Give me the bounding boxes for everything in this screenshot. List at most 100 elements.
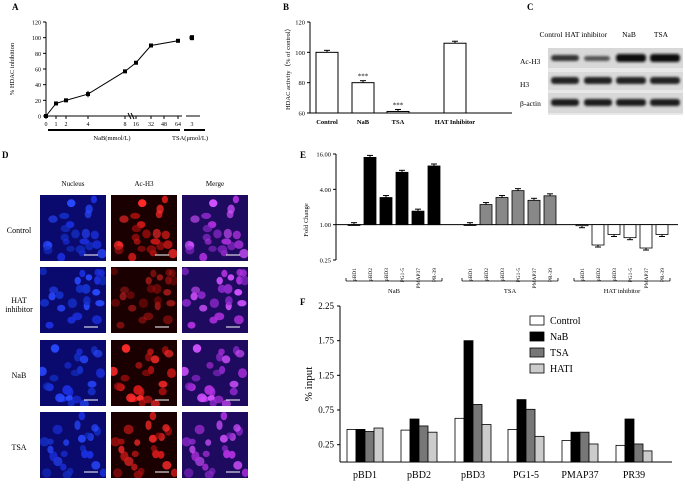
- cell-nucleus: [84, 432, 91, 439]
- micro-image: [182, 412, 248, 478]
- bar: [374, 428, 383, 462]
- cell-nucleus: [61, 451, 68, 457]
- legend-label: HATI: [550, 364, 573, 375]
- group-label: TSA: [504, 288, 517, 295]
- cell-nucleus: [182, 299, 191, 307]
- data-point: [44, 114, 48, 118]
- cell-nucleus: [189, 439, 196, 445]
- cell-nucleus: [76, 285, 84, 293]
- micro-image: [182, 195, 248, 261]
- cell-nucleus: [66, 246, 74, 252]
- cell-nucleus: [238, 368, 247, 378]
- bar: [473, 404, 482, 462]
- cell-nucleus: [132, 451, 139, 457]
- cell-nucleus: [197, 393, 207, 402]
- y-tick-label: 1.75: [318, 336, 334, 346]
- cell-nucleus: [189, 446, 195, 454]
- cell-nucleus: [151, 355, 159, 363]
- cell-nucleus: [91, 231, 99, 240]
- x-tick-label: pBD3: [612, 268, 618, 281]
- bar: [387, 111, 409, 113]
- bar: [496, 198, 508, 225]
- cell-nucleus: [113, 468, 122, 477]
- bar: [364, 157, 376, 224]
- bar: [624, 225, 636, 238]
- y-tick-label: 0.75: [318, 405, 334, 415]
- group-label: HAT inhibitor: [604, 288, 641, 295]
- bar: [428, 166, 440, 225]
- y-tick-label: 16.00: [316, 152, 331, 159]
- cell-nucleus: [114, 246, 123, 255]
- data-point-tsa: [190, 35, 194, 40]
- bar: [571, 432, 580, 462]
- cell-nucleus: [202, 464, 208, 471]
- y-tick-label: 2.25: [318, 301, 334, 311]
- cell-nucleus: [234, 289, 242, 296]
- cell-nucleus: [154, 296, 162, 305]
- cell-nucleus: [122, 344, 130, 353]
- micro-image: [40, 267, 106, 333]
- blot-row-label: β-actin: [520, 99, 548, 108]
- bar: [535, 436, 544, 462]
- cell-nucleus: [67, 317, 75, 324]
- bar: [517, 400, 526, 462]
- cell-nucleus: [185, 246, 194, 255]
- cell-nucleus: [195, 425, 205, 434]
- cell-nucleus: [222, 355, 230, 363]
- cell-nucleus: [134, 439, 140, 446]
- micro-image: [111, 340, 177, 406]
- x-tick-label: pBD1: [353, 470, 377, 481]
- cell-nucleus: [205, 239, 212, 245]
- x-tick-label: 3: [191, 122, 194, 128]
- x-tick-label: PG1-5: [400, 268, 406, 283]
- x-tick-label: NaB: [357, 119, 370, 126]
- cell-nucleus: [235, 350, 244, 358]
- cell-nucleus: [60, 464, 66, 471]
- cell-nucleus: [93, 350, 102, 358]
- cell-nucleus: [216, 420, 222, 430]
- cell-nucleus: [227, 210, 234, 218]
- cell-nucleus: [234, 315, 244, 324]
- bar: [356, 429, 365, 462]
- micro-col-label: Merge: [182, 180, 248, 188]
- x-tick-label: pBD2: [407, 470, 431, 481]
- cell-nucleus: [79, 412, 86, 420]
- bar: [348, 225, 360, 226]
- micro-row-label: NaB: [2, 371, 36, 380]
- chart-f-percent-input: 0.250.751.251.752.25% inputpBD1 pBD2 pBD3 P…: [300, 296, 685, 492]
- y-tick-label: 100: [295, 50, 305, 57]
- bar: [482, 425, 491, 462]
- panel-label-d: D: [2, 150, 9, 160]
- bar: [608, 225, 620, 235]
- cell-nucleus: [156, 210, 163, 218]
- cell-nucleus: [230, 388, 238, 396]
- micro-image: [111, 195, 177, 261]
- micro-col-label: Nucleus: [40, 180, 106, 188]
- bar: [528, 200, 540, 224]
- cell-nucleus: [142, 229, 151, 238]
- y-tick-label: 0.25: [320, 258, 331, 265]
- cell-nucleus: [131, 464, 137, 471]
- cell-nucleus: [162, 231, 170, 240]
- data-point: [54, 101, 58, 105]
- cell-nucleus: [51, 344, 59, 353]
- cell-nucleus: [50, 375, 59, 382]
- bar: [526, 409, 535, 462]
- x-tick-label: 2: [65, 122, 68, 128]
- cell-nucleus: [80, 445, 86, 451]
- cell-nucleus: [126, 393, 136, 402]
- cell-nucleus: [77, 366, 83, 374]
- cell-nucleus: [64, 362, 71, 369]
- cell-nucleus: [130, 213, 140, 219]
- bar: [562, 441, 571, 462]
- data-point: [134, 61, 138, 65]
- micro-image: [182, 267, 248, 333]
- x-tick-label: pBD3: [461, 470, 485, 481]
- cell-nucleus: [150, 412, 157, 420]
- microscopy-panel: Nucleus Ac-H3 Merge Control HAT inhibito…: [0, 170, 300, 490]
- cell-nucleus: [151, 445, 157, 451]
- bar: [656, 225, 668, 235]
- cell-nucleus: [74, 420, 80, 430]
- legend-swatch: [530, 332, 544, 341]
